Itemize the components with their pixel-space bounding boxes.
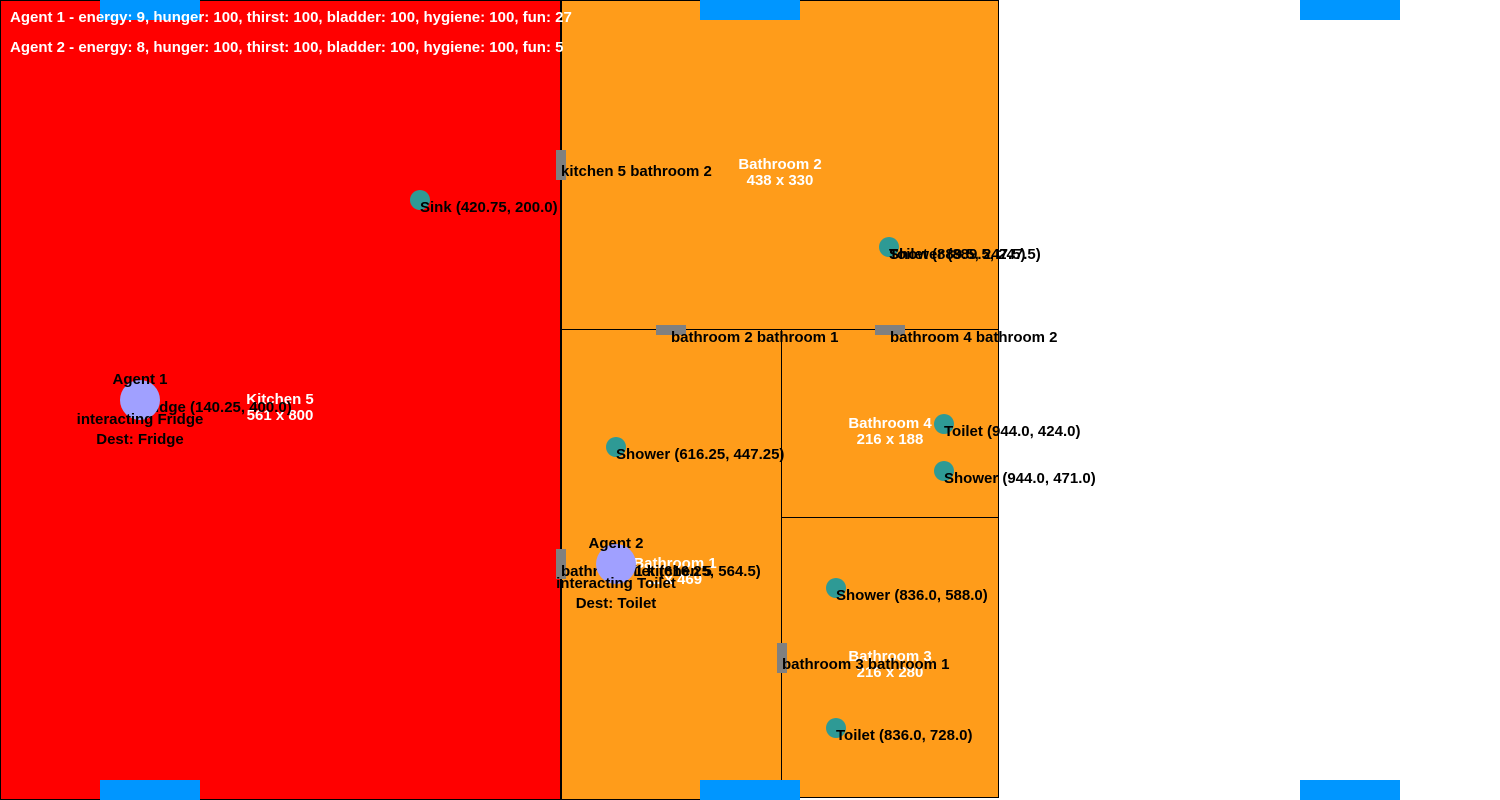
shower-object[interactable] (934, 461, 954, 481)
window (700, 780, 800, 800)
door-label: kitchen 5 bathroom 2 (561, 163, 712, 180)
door-label: bathroom 4 bathroom 2 (890, 329, 1058, 346)
window (700, 0, 800, 20)
room-label-bathroom-1: Bathroom 1 ... x 469 (633, 556, 716, 588)
agent-activity: interacting Fridge (76, 411, 204, 428)
agent-1[interactable] (120, 380, 160, 420)
object-label: Shower (616.25, 447.25) (616, 446, 785, 463)
window (1300, 780, 1400, 800)
agent-2[interactable] (596, 544, 636, 584)
window (100, 0, 200, 20)
room-name: Bathroom 1 (633, 555, 717, 572)
room-name: Kitchen 5 (246, 391, 314, 408)
sink-object[interactable] (410, 190, 430, 210)
door-bathroom2-bathroom1 (656, 325, 686, 335)
window (100, 780, 200, 800)
agent-name: Agent 2 (588, 535, 644, 552)
object-label: Toilet (836.0, 728.0) (836, 727, 973, 744)
object-label: Fridge (140.25, 400.0) (140, 399, 292, 416)
room-bathroom-4 (781, 329, 999, 519)
object-label: Shower (944.0, 471.0) (944, 470, 1096, 487)
room-label-bathroom-2: Bathroom 2 438 x 330 (738, 157, 821, 189)
door-label: bathroom 3 bathroom 1 (782, 656, 950, 673)
object-label: Toilet (944.0, 424.0) (944, 423, 1081, 440)
window (1300, 0, 1400, 20)
room-bathroom-3 (781, 517, 999, 798)
room-size: 216 x 188 (856, 431, 924, 448)
room-label-bathroom-3: Bathroom 3 216 x 280 (848, 649, 931, 681)
object-label: Sink (420.75, 200.0) (420, 199, 558, 216)
toilet-object[interactable] (934, 414, 954, 434)
agent-destination: Dest: Toilet (575, 595, 657, 612)
room-bathroom-2 (561, 0, 999, 330)
room-label-bathroom-4: Bathroom 4 216 x 188 (848, 416, 931, 448)
room-label-kitchen-5: Kitchen 5 561 x 800 (246, 392, 314, 424)
shower-object[interactable] (879, 237, 899, 257)
object-label: Toilet (616.25, 564.5) (616, 563, 761, 580)
room-kitchen-5 (0, 0, 561, 800)
room-size: 438 x 330 (746, 172, 814, 189)
agent-activity: interacting Toilet (556, 575, 676, 592)
agent-name: Agent 1 (112, 371, 168, 388)
room-size: 216 x 280 (856, 664, 924, 681)
door-bathroom3-bathroom1 (777, 643, 787, 673)
door-kitchen5-bathroom1 (556, 549, 566, 579)
door-label: bathroom 2 bathroom 1 (671, 329, 839, 346)
room-size: ... x 469 (647, 571, 703, 588)
room-name: Bathroom 3 (848, 648, 932, 665)
room-size: 561 x 800 (246, 407, 314, 424)
agent-1-status: Agent 1 - energy: 9, hunger: 100, thirst… (10, 9, 572, 26)
agent-2-status: Agent 2 - energy: 8, hunger: 100, thirst… (10, 39, 564, 56)
room-name: Bathroom 2 (738, 156, 822, 173)
shower-object[interactable] (606, 437, 626, 457)
object-label: Shower (836.0, 588.0) (836, 587, 988, 604)
room-name: Bathroom 4 (848, 415, 932, 432)
object-label: Shower (889.5, 247.5) (889, 246, 1041, 263)
object-label: Toilet (889.5, 247.5) (889, 246, 1026, 263)
toilet-object[interactable] (826, 718, 846, 738)
shower-object[interactable] (826, 578, 846, 598)
door-bathroom4-bathroom2 (875, 325, 905, 335)
door-kitchen5-bathroom2 (556, 150, 566, 180)
agent-destination: Dest: Fridge (96, 431, 184, 448)
